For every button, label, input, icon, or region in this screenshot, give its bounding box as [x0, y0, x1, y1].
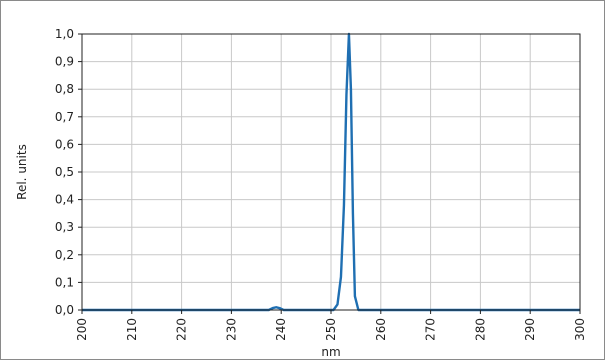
x-tick-label: 220 [175, 318, 189, 341]
x-tick-label: 240 [274, 318, 288, 341]
y-tick-label: 0,4 [55, 193, 74, 207]
grid-lines [81, 33, 581, 311]
x-tick-label: 280 [473, 318, 487, 341]
y-axis-ticks: 0,0 0,1 0,2 0,3 0,4 0,5 0,6 0,7 0,8 0,9 1,0 [55, 27, 82, 317]
x-tick-label: 250 [324, 318, 338, 341]
y-tick-label: 0,9 [55, 55, 74, 69]
y-tick-label: 0,1 [55, 275, 74, 289]
y-tick-label: 0,0 [55, 303, 74, 317]
x-axis-label: nm [321, 345, 340, 359]
x-tick-label: 230 [224, 318, 238, 341]
series-line-0 [82, 32, 580, 312]
y-tick-label: 0,3 [55, 220, 74, 234]
x-tick-label: 260 [374, 318, 388, 341]
y-tick-label: 0,2 [55, 248, 74, 262]
x-tick-label: 290 [523, 318, 537, 341]
x-tick-label: 210 [125, 318, 139, 341]
y-tick-label: 0,6 [55, 137, 74, 151]
y-tick-label: 0,8 [55, 82, 74, 96]
y-tick-label: 0,7 [55, 110, 74, 124]
x-axis-ticks: 200 210 220 230 240 250 260 270 280 290 300 [75, 310, 587, 341]
y-tick-label: 0,5 [55, 165, 74, 179]
y-tick-label: 1,0 [55, 27, 74, 41]
x-tick-label: 200 [75, 318, 89, 341]
x-tick-label: 300 [573, 318, 587, 341]
series-layer [82, 32, 580, 312]
x-tick-label: 270 [424, 318, 438, 341]
y-axis-label: Rel. units [15, 144, 29, 200]
